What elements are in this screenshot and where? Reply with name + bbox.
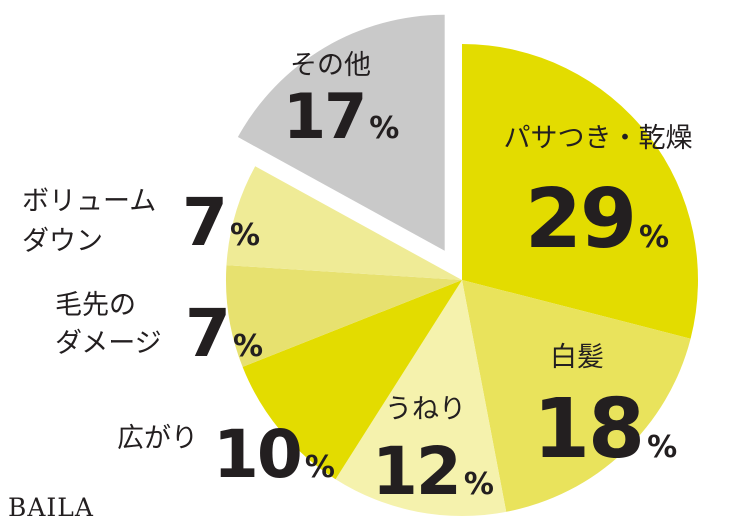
slice-value-split-ends: 7% [185,295,263,372]
pie-slice-waviness [335,280,507,516]
slice-value-volume-loss: 7% [182,184,260,261]
pie-slice-other [237,14,445,251]
pie-slice-split-ends [226,265,462,367]
slice-label-split-ends: 毛先のダメージ [55,290,162,359]
brand-logo: BAILA [8,493,94,522]
slice-label-other: その他 [290,50,371,81]
slice-value-other: 17% [283,80,399,153]
slice-value-gray-hair: 18% [533,382,677,477]
pie-slice-gray-hair [462,280,691,512]
slice-label-dryness: パサつき・乾燥 [504,123,693,154]
pie-slices [226,14,698,516]
slice-value-dryness: 29% [525,172,669,267]
pie-slice-dryness [462,44,698,339]
pie-slice-volume-loss [226,166,462,280]
slice-label-gray-hair: 白髪 [550,342,604,373]
slice-value-waviness: 12% [372,433,494,510]
slice-label-volume-loss: ボリュームダウン [22,186,156,257]
slice-value-frizz: 10% [213,416,335,493]
slice-label-waviness: うねり [385,394,466,425]
slice-label-frizz: 広がり [117,423,198,454]
pie-slice-frizz [242,280,462,480]
